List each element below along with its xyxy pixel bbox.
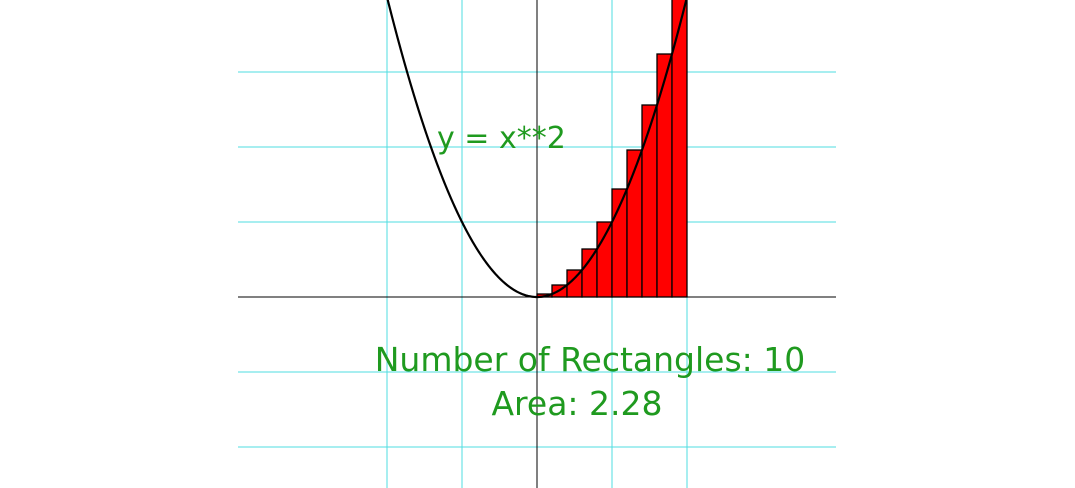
function-label: y = x**2 [437,121,566,156]
riemann-rectangle [641,104,658,298]
riemann-rectangle [596,221,613,298]
function-curve [386,0,688,299]
riemann-rectangle [656,53,673,298]
text-layer: y = x**2 Number of Rectangles: 10 Area: … [375,121,806,423]
rectangle-count-label: Number of Rectangles: 10 [375,340,806,379]
riemann-rectangle [581,248,598,298]
curve-layer [386,0,688,299]
area-label: Area: 2.28 [491,384,662,423]
riemann-rectangle [671,0,688,298]
